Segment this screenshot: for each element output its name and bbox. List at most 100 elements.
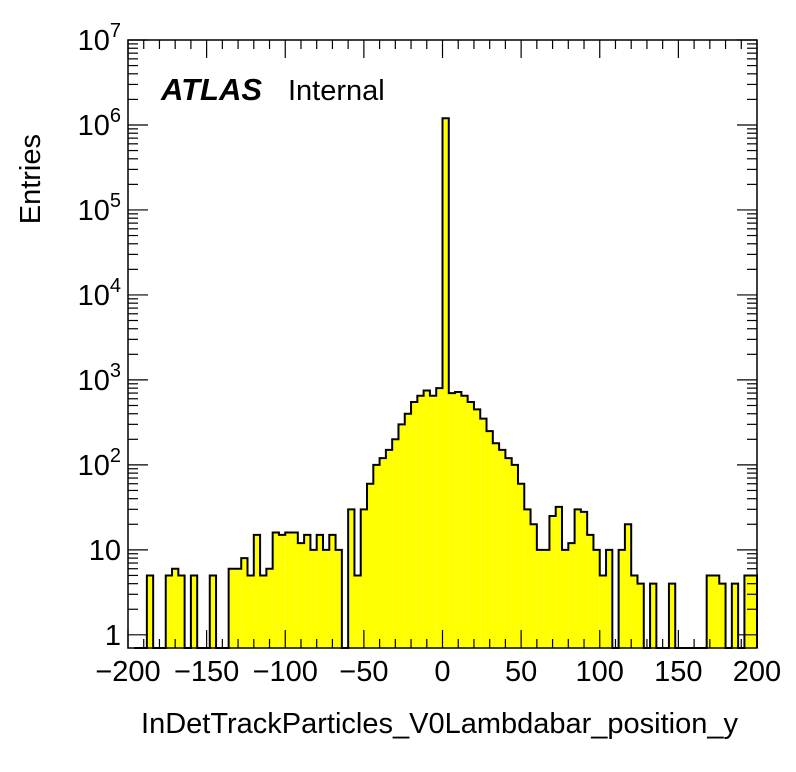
y-tick-label: 105 — [78, 190, 121, 227]
y-tick-label: 102 — [78, 445, 121, 482]
histogram-bar — [543, 549, 550, 648]
histogram-bar — [650, 583, 657, 648]
histogram-bar — [398, 424, 405, 648]
histogram-bar — [511, 464, 518, 648]
histogram-bar — [505, 458, 512, 648]
histogram-bar — [423, 390, 430, 648]
histogram-bar — [190, 575, 198, 648]
x-tick-label: −50 — [339, 656, 388, 688]
x-tick-label: 0 — [434, 656, 450, 688]
y-tick-labels: 1 10 102 103 104 105 106 107 — [78, 20, 121, 652]
histogram-bar — [568, 543, 575, 648]
histogram-bar — [593, 549, 600, 648]
histogram-bar — [562, 549, 569, 648]
atlas-label: ATLAS — [160, 72, 262, 107]
x-tick-label: 50 — [505, 656, 537, 688]
histogram-bar — [310, 549, 317, 648]
histogram-bar — [404, 413, 412, 648]
histogram-bar — [574, 509, 581, 648]
histogram-bar — [178, 575, 185, 648]
histogram-bar — [285, 532, 292, 648]
histogram-bar — [272, 532, 279, 648]
histogram-bars — [146, 118, 757, 648]
histogram-bar — [379, 458, 386, 648]
histogram-bar — [480, 418, 487, 648]
histogram-outline — [134, 117, 758, 649]
histogram-bar — [499, 449, 506, 648]
histogram-bar — [234, 568, 242, 648]
histogram-bar — [719, 583, 726, 648]
x-axis-label: InDetTrackParticles_V0Lambdabar_position… — [141, 708, 738, 740]
histogram-bar — [606, 549, 613, 648]
histogram-bar — [392, 439, 399, 648]
histogram-bar — [316, 534, 323, 648]
histogram-bar — [448, 393, 456, 648]
histogram-bar — [146, 575, 154, 648]
histogram-bar — [599, 575, 607, 648]
histogram-bar — [354, 575, 361, 648]
histogram-bar — [744, 575, 751, 648]
histogram-bar — [278, 534, 286, 648]
histogram-bar — [706, 575, 713, 648]
histogram-bar — [624, 524, 632, 648]
histogram-bar — [253, 534, 261, 648]
y-tick-label: 10 — [89, 535, 121, 567]
internal-label: Internal — [288, 75, 385, 107]
histogram-bar — [228, 568, 235, 648]
y-tick-label: 104 — [78, 275, 121, 312]
histogram-bar — [348, 509, 355, 648]
histogram-bar — [436, 388, 443, 648]
histogram-bar — [587, 534, 594, 648]
y-tick-label: 103 — [78, 360, 121, 397]
histogram-bar — [322, 549, 330, 648]
histogram-bar — [750, 575, 757, 648]
histogram-bar — [712, 575, 720, 648]
histogram-bar — [209, 575, 217, 648]
histogram-bar — [492, 443, 500, 648]
histogram-bar — [467, 401, 474, 648]
histogram-bar — [291, 532, 298, 648]
histogram-bar — [304, 534, 311, 648]
histogram-bar — [461, 395, 468, 648]
histogram-bar — [165, 575, 173, 648]
axis-ticks — [127, 39, 758, 648]
histogram-bar — [442, 118, 449, 648]
x-tick-label: −150 — [174, 656, 239, 688]
histogram-bar — [367, 483, 374, 648]
x-tick-label: 200 — [733, 656, 781, 688]
histogram-bar — [486, 431, 493, 648]
plot-frame — [127, 39, 758, 649]
y-tick-label: 1 — [105, 620, 121, 652]
histogram-bar — [637, 583, 644, 648]
x-tick-label: −100 — [253, 656, 318, 688]
y-tick-label: 107 — [78, 20, 121, 57]
histogram-bar — [247, 575, 254, 648]
histogram-bar — [549, 516, 556, 648]
histogram-bar — [618, 549, 625, 648]
x-tick-label: 150 — [654, 656, 702, 688]
histogram-bar — [631, 575, 638, 648]
histogram-bar — [266, 568, 273, 648]
histogram-bar — [373, 464, 380, 648]
histogram-bar — [473, 409, 481, 648]
histogram-bar — [668, 583, 676, 648]
histogram-bar — [172, 568, 179, 648]
histogram-bar — [360, 509, 368, 648]
histogram-bar — [429, 395, 437, 648]
x-tick-labels: −200 −150 −100 −50 0 50 100 150 200 — [95, 656, 781, 688]
histogram-bar — [335, 549, 342, 648]
histogram-bar — [731, 583, 739, 648]
y-axis-label: Entries — [15, 134, 47, 224]
histogram-bar — [580, 511, 588, 648]
histogram-bar — [555, 506, 563, 648]
histogram-bar — [297, 543, 305, 648]
y-tick-label: 106 — [78, 105, 121, 142]
histogram-bar — [455, 392, 462, 648]
histogram-bar — [385, 449, 393, 648]
x-tick-label: 100 — [576, 656, 624, 688]
x-tick-label: −200 — [95, 656, 160, 688]
histogram-bar — [329, 534, 336, 648]
histogram-bar — [530, 524, 537, 648]
histogram-bar — [517, 483, 525, 648]
